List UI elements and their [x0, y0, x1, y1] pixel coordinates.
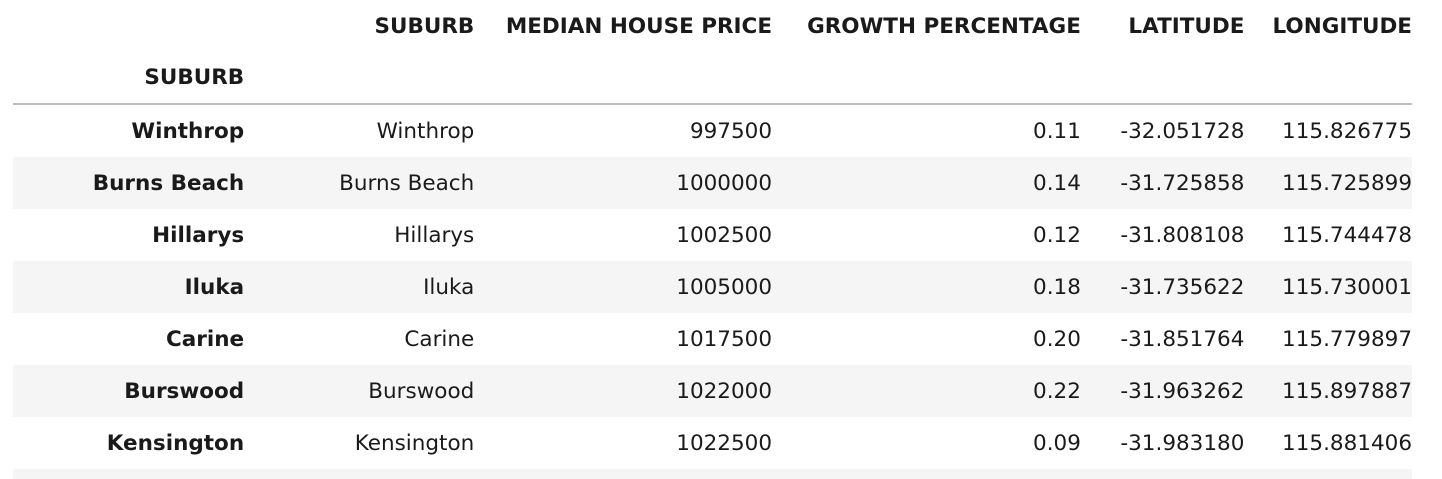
- dataframe-output: SUBURB MEDIAN HOUSE PRICE GROWTH PERCENT…: [13, 0, 1412, 479]
- row-index: Burswood: [124, 378, 245, 404]
- header-blank: [474, 52, 773, 105]
- column-header-suburb: SUBURB: [374, 13, 475, 39]
- header-blank-corner: [13, 0, 244, 52]
- cell-longitude: 115.744478: [1282, 222, 1412, 248]
- header-blank: [1080, 52, 1245, 105]
- table-row: Burswood Burswood 1022000 0.22 -31.96326…: [13, 365, 1412, 417]
- table-row: Winthrop Winthrop 997500 0.11 -32.051728…: [13, 104, 1412, 157]
- cell-latitude: -31.808108: [1120, 222, 1245, 248]
- row-index: Iluka: [184, 274, 245, 300]
- header-row-columns: SUBURB MEDIAN HOUSE PRICE GROWTH PERCENT…: [13, 0, 1412, 52]
- column-header-growth-percentage: GROWTH PERCENTAGE: [807, 13, 1081, 39]
- cell-growth-percentage: 0.22: [1033, 378, 1081, 404]
- table-row-partial: [13, 469, 1412, 479]
- cell-suburb: Burswood: [368, 378, 475, 404]
- header-row-index-name: SUBURB: [13, 52, 1412, 105]
- cell-latitude: -31.725858: [1120, 170, 1245, 196]
- column-header-median-house-price: MEDIAN HOUSE PRICE: [505, 13, 773, 39]
- cell-latitude: -31.963262: [1120, 378, 1245, 404]
- cell-longitude: 115.881406: [1282, 430, 1412, 456]
- header-blank: [1244, 52, 1412, 105]
- cell-suburb: Iluka: [423, 274, 475, 300]
- column-header-longitude: LONGITUDE: [1272, 13, 1412, 39]
- table-row: Carine Carine 1017500 0.20 -31.851764 11…: [13, 313, 1412, 365]
- cell-longitude: 115.779897: [1282, 326, 1412, 352]
- table-row: Burns Beach Burns Beach 1000000 0.14 -31…: [13, 157, 1412, 209]
- cell-median-house-price: 1005000: [676, 274, 773, 300]
- cell-suburb: Carine: [404, 326, 475, 352]
- dataframe-table: SUBURB MEDIAN HOUSE PRICE GROWTH PERCENT…: [13, 0, 1412, 479]
- table-body: Winthrop Winthrop 997500 0.11 -32.051728…: [13, 104, 1412, 479]
- cell-growth-percentage: 0.18: [1033, 274, 1081, 300]
- header-blank: [772, 52, 1081, 105]
- cell-longitude: 115.730001: [1282, 274, 1412, 300]
- cell-growth-percentage: 0.12: [1033, 222, 1081, 248]
- cell-median-house-price: 997500: [689, 118, 773, 144]
- cell-median-house-price: 1017500: [676, 326, 773, 352]
- cell-latitude: -32.051728: [1120, 118, 1245, 144]
- cell-longitude: 115.826775: [1282, 118, 1412, 144]
- cell-suburb: Burns Beach: [339, 170, 475, 196]
- row-index: Hillarys: [152, 222, 245, 248]
- cell-growth-percentage: 0.20: [1033, 326, 1081, 352]
- cell-median-house-price: 1002500: [676, 222, 773, 248]
- row-index: Winthrop: [131, 118, 245, 144]
- header-blank: [244, 52, 475, 105]
- cell-growth-percentage: 0.14: [1033, 170, 1081, 196]
- index-name-header: SUBURB: [13, 52, 245, 105]
- cell-latitude: -31.735622: [1120, 274, 1245, 300]
- row-index: Burns Beach: [92, 170, 245, 196]
- cell-suburb: Winthrop: [376, 118, 475, 144]
- cell-suburb: Hillarys: [394, 222, 475, 248]
- row-index: Kensington: [106, 430, 245, 456]
- table-header: SUBURB MEDIAN HOUSE PRICE GROWTH PERCENT…: [13, 0, 1412, 105]
- cell-longitude: 115.897887: [1282, 378, 1412, 404]
- cell-longitude: 115.725899: [1282, 170, 1412, 196]
- cell-latitude: -31.851764: [1120, 326, 1245, 352]
- table-row: Hillarys Hillarys 1002500 0.12 -31.80810…: [13, 209, 1412, 261]
- cell-growth-percentage: 0.11: [1033, 118, 1081, 144]
- cell-suburb: Kensington: [354, 430, 475, 456]
- cell-median-house-price: 1000000: [676, 170, 773, 196]
- cell-median-house-price: 1022500: [676, 430, 773, 456]
- table-row: Iluka Iluka 1005000 0.18 -31.735622 115.…: [13, 261, 1412, 313]
- row-index: Carine: [165, 326, 245, 352]
- cell-median-house-price: 1022000: [676, 378, 773, 404]
- cell-growth-percentage: 0.09: [1033, 430, 1081, 456]
- cell-latitude: -31.983180: [1120, 430, 1245, 456]
- table-row: Kensington Kensington 1022500 0.09 -31.9…: [13, 417, 1412, 469]
- column-header-latitude: LATITUDE: [1128, 13, 1245, 39]
